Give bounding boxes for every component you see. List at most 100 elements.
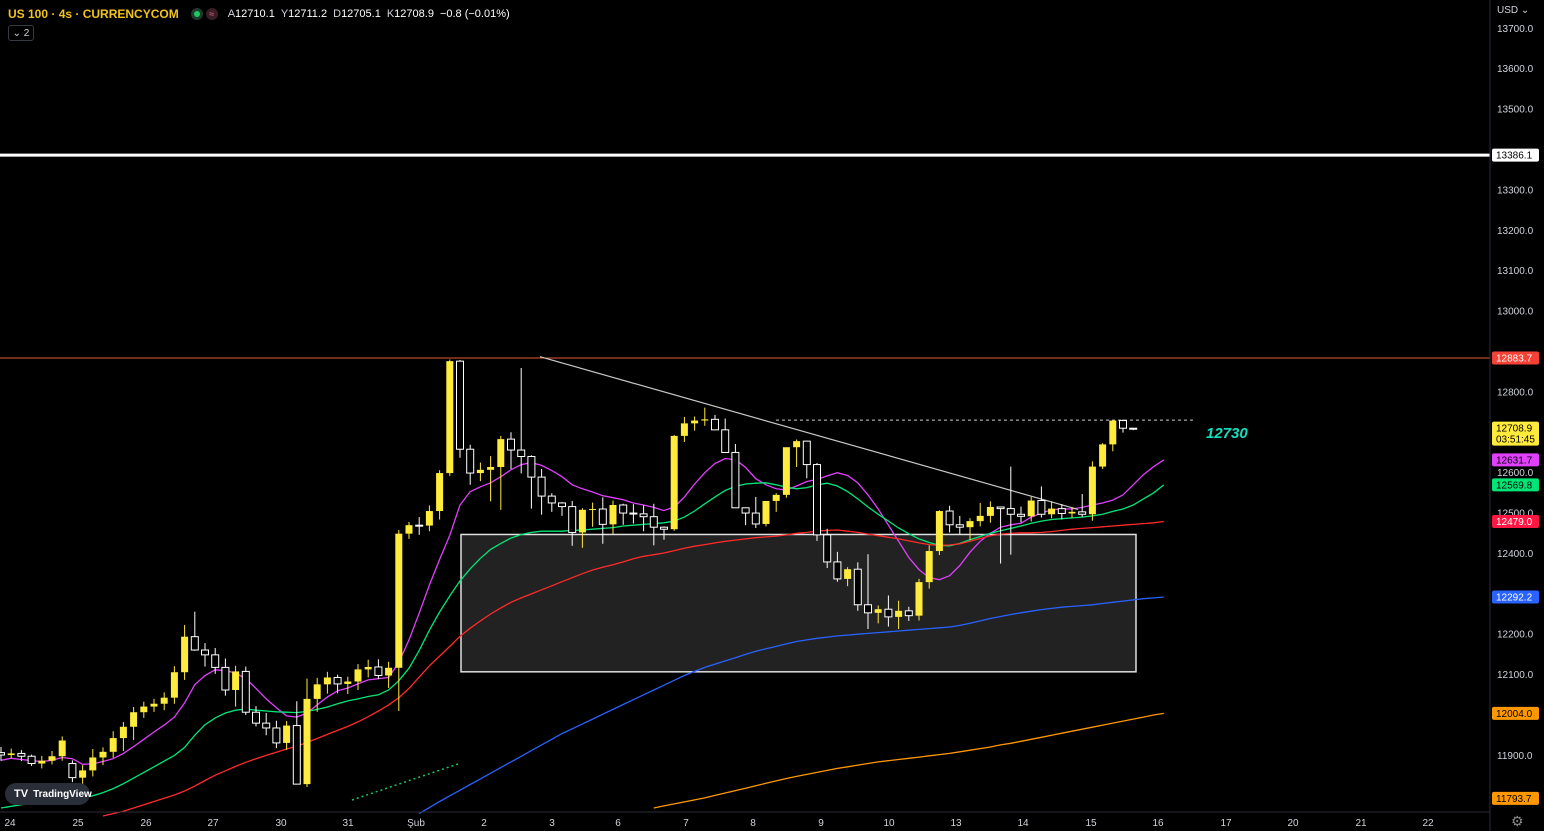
candle[interactable] <box>895 600 903 629</box>
candle[interactable] <box>639 505 648 532</box>
price-tag[interactable]: 12631.7 <box>1492 453 1539 467</box>
candle[interactable] <box>0 746 5 761</box>
candle[interactable] <box>303 678 311 787</box>
candle[interactable] <box>333 674 342 694</box>
candle[interactable] <box>181 624 189 680</box>
candle[interactable] <box>629 504 638 524</box>
candle[interactable] <box>170 666 178 704</box>
candle[interactable] <box>680 416 688 442</box>
candle[interactable] <box>313 677 321 712</box>
candle[interactable] <box>884 595 893 627</box>
candle[interactable] <box>772 493 780 512</box>
candle[interactable] <box>385 661 393 688</box>
candle[interactable] <box>1078 494 1087 518</box>
candle[interactable] <box>272 720 281 749</box>
candle[interactable] <box>354 664 362 690</box>
price-tag[interactable]: 12708.903:51:45 <box>1492 421 1539 446</box>
candle[interactable] <box>741 507 750 526</box>
ema-line[interactable] <box>0 457 1165 765</box>
level-annotation[interactable]: 12730 <box>1206 425 1248 442</box>
candle[interactable] <box>844 567 852 587</box>
candle[interactable] <box>558 502 566 516</box>
candle[interactable] <box>823 528 832 568</box>
candle[interactable] <box>364 659 372 678</box>
currency-selector[interactable]: USD ⌄ <box>1497 5 1530 16</box>
candle[interactable] <box>211 647 220 674</box>
candle[interactable] <box>150 698 158 712</box>
candle[interactable] <box>395 530 403 712</box>
candle[interactable] <box>711 414 719 431</box>
candle[interactable] <box>425 505 433 532</box>
candle[interactable] <box>48 750 56 765</box>
candle[interactable] <box>1119 419 1127 433</box>
candle[interactable] <box>915 578 923 621</box>
candle[interactable] <box>802 440 811 479</box>
candle[interactable] <box>1037 486 1046 518</box>
candle[interactable] <box>109 731 117 758</box>
candle[interactable] <box>130 706 138 741</box>
candle[interactable] <box>99 747 107 766</box>
demand-zone-box[interactable] <box>460 533 1137 673</box>
candle[interactable] <box>436 470 444 520</box>
candle[interactable] <box>497 435 505 510</box>
candle[interactable] <box>89 748 97 777</box>
candle[interactable] <box>262 713 271 736</box>
indicators-toggle[interactable]: ⌄ 2 <box>8 25 34 41</box>
gear-icon[interactable]: ⚙ <box>1511 813 1524 829</box>
candle[interactable] <box>649 503 658 546</box>
candle[interactable] <box>1109 420 1117 452</box>
candle[interactable] <box>833 551 842 582</box>
candle[interactable] <box>466 444 475 485</box>
candle[interactable] <box>476 462 484 482</box>
candle[interactable] <box>996 506 1005 564</box>
candle[interactable] <box>17 750 26 762</box>
candle[interactable] <box>793 439 801 468</box>
candle[interactable] <box>598 497 607 544</box>
price-tag[interactable]: 12292.2 <box>1492 590 1539 604</box>
candle[interactable] <box>241 666 250 716</box>
candle[interactable] <box>415 517 424 535</box>
candle[interactable] <box>1057 504 1066 520</box>
symbol-title[interactable]: US 100 · 4s · CURRENCYCOM <box>8 7 179 21</box>
candle[interactable] <box>864 554 872 629</box>
candle[interactable] <box>1048 501 1056 519</box>
candle[interactable] <box>1099 443 1107 470</box>
candle[interactable] <box>517 368 526 474</box>
candle[interactable] <box>701 407 709 426</box>
candle[interactable] <box>252 706 260 727</box>
candle[interactable] <box>374 659 383 680</box>
candle[interactable] <box>221 658 230 696</box>
candle[interactable] <box>27 754 36 766</box>
candle[interactable] <box>68 760 77 783</box>
candle[interactable] <box>547 493 556 512</box>
candle[interactable] <box>945 505 954 533</box>
candle[interactable] <box>853 562 862 611</box>
candle[interactable] <box>691 416 699 431</box>
candle[interactable] <box>79 765 87 787</box>
price-tag[interactable]: 12004.0 <box>1492 706 1539 720</box>
candle[interactable] <box>966 518 974 541</box>
price-tag[interactable]: 11793.7 <box>1492 791 1539 805</box>
candle[interactable] <box>160 692 168 711</box>
candle[interactable] <box>456 359 464 458</box>
candle[interactable] <box>1017 506 1025 523</box>
candle[interactable] <box>1006 466 1015 555</box>
candle[interactable] <box>925 545 933 589</box>
candle[interactable] <box>578 508 586 548</box>
candle[interactable] <box>751 496 760 529</box>
candle[interactable] <box>731 443 740 509</box>
price-tag[interactable]: 13386.1 <box>1492 148 1539 162</box>
candle[interactable] <box>670 435 678 531</box>
candle[interactable] <box>976 502 984 527</box>
candle[interactable] <box>323 671 331 694</box>
candle[interactable] <box>58 736 66 761</box>
candle[interactable] <box>660 526 668 540</box>
candle[interactable] <box>344 676 352 695</box>
candle[interactable] <box>292 701 301 785</box>
candle[interactable] <box>1129 427 1138 431</box>
candle[interactable] <box>955 515 964 535</box>
candle[interactable] <box>527 455 536 509</box>
price-tag[interactable]: 12569.8 <box>1492 478 1539 492</box>
candle[interactable] <box>232 665 240 707</box>
candle[interactable] <box>7 748 15 759</box>
